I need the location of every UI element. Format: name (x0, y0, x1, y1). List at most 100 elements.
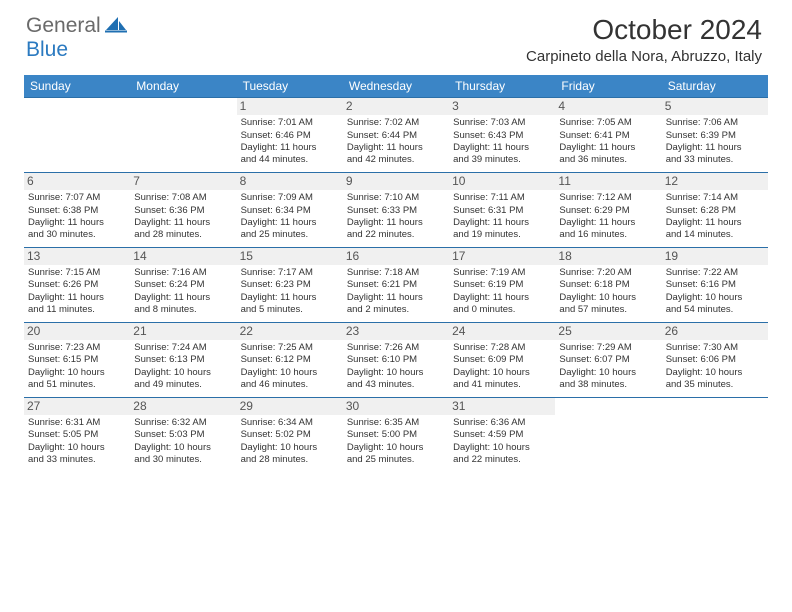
day-sunrise: Sunrise: 7:26 AM (347, 342, 445, 354)
day-number: 10 (449, 173, 555, 190)
day-sunrise: Sunrise: 7:01 AM (241, 117, 339, 129)
day-cell-empty: . (662, 398, 768, 472)
day-cell: 1Sunrise: 7:01 AMSunset: 6:46 PMDaylight… (237, 98, 343, 172)
day-cell-empty: . (130, 98, 236, 172)
day-daylight1: Daylight: 10 hours (666, 292, 764, 304)
week-row: 6Sunrise: 7:07 AMSunset: 6:38 PMDaylight… (24, 172, 768, 247)
day-daylight2: and 33 minutes. (28, 454, 126, 466)
day-cell: 17Sunrise: 7:19 AMSunset: 6:19 PMDayligh… (449, 248, 555, 322)
day-daylight2: and 19 minutes. (453, 229, 551, 241)
day-daylight2: and 42 minutes. (347, 154, 445, 166)
day-daylight1: Daylight: 11 hours (347, 142, 445, 154)
day-daylight2: and 54 minutes. (666, 304, 764, 316)
day-number: 8 (237, 173, 343, 190)
day-number: 9 (343, 173, 449, 190)
day-number: 13 (24, 248, 130, 265)
day-daylight1: Daylight: 10 hours (559, 292, 657, 304)
day-cell: 21 Sunrise: 7:24 AMSunset: 6:13 PMDayligh… (130, 323, 236, 397)
weekday-wednesday: Wednesday (343, 75, 449, 97)
logo-text-gray: General (26, 14, 101, 38)
day-cell-empty: . (555, 398, 661, 472)
day-daylight2: and 2 minutes. (347, 304, 445, 316)
day-number: 16 (343, 248, 449, 265)
day-cell: 3Sunrise: 7:03 AMSunset: 6:43 PMDaylight… (449, 98, 555, 172)
day-sunset: Sunset: 6:19 PM (453, 279, 551, 291)
day-sunrise: Sunrise: 7:30 AM (666, 342, 764, 354)
day-sunrise: Sunrise: 6:35 AM (347, 417, 445, 429)
day-sunrise: Sunrise: 7:24 AM (134, 342, 232, 354)
day-sunrise: Sunrise: 7:02 AM (347, 117, 445, 129)
day-daylight1: Daylight: 10 hours (241, 442, 339, 454)
day-cell: 8Sunrise: 7:09 AMSunset: 6:34 PMDaylight… (237, 173, 343, 247)
day-daylight2: and 35 minutes. (666, 379, 764, 391)
day-sunrise: Sunrise: 7:19 AM (453, 267, 551, 279)
day-daylight2: and 30 minutes. (28, 229, 126, 241)
day-sunrise: Sunrise: 7:08 AM (134, 192, 232, 204)
day-cell: 5Sunrise: 7:06 AMSunset: 6:39 PMDaylight… (662, 98, 768, 172)
day-sunrise: Sunrise: 7:17 AM (241, 267, 339, 279)
day-cell: 23Sunrise: 7:26 AMSunset: 6:10 PMDayligh… (343, 323, 449, 397)
day-daylight2: and 0 minutes. (453, 304, 551, 316)
location: Carpineto della Nora, Abruzzo, Italy (526, 48, 762, 65)
day-daylight1: Daylight: 10 hours (28, 442, 126, 454)
weekday-monday: Monday (130, 75, 236, 97)
day-daylight1: Daylight: 11 hours (559, 142, 657, 154)
day-sunset: Sunset: 6:46 PM (241, 130, 339, 142)
day-sunrise: Sunrise: 7:29 AM (559, 342, 657, 354)
day-sunset: Sunset: 6:34 PM (241, 205, 339, 217)
day-daylight1: Daylight: 10 hours (134, 367, 232, 379)
day-cell-empty: . (24, 98, 130, 172)
day-cell: 22Sunrise: 7:25 AMSunset: 6:12 PMDayligh… (237, 323, 343, 397)
day-sunset: Sunset: 6:31 PM (453, 205, 551, 217)
day-daylight1: Daylight: 10 hours (559, 367, 657, 379)
day-sunset: Sunset: 6:23 PM (241, 279, 339, 291)
day-cell: 31Sunrise: 6:36 AMSunset: 4:59 PMDayligh… (449, 398, 555, 472)
day-number: 26 (662, 323, 768, 340)
day-sunset: Sunset: 6:16 PM (666, 279, 764, 291)
week-row: ..1Sunrise: 7:01 AMSunset: 6:46 PMDaylig… (24, 97, 768, 172)
logo-text-blue: Blue (26, 38, 68, 62)
day-cell: 13Sunrise: 7:15 AMSunset: 6:26 PMDayligh… (24, 248, 130, 322)
day-number: 19 (662, 248, 768, 265)
day-sunrise: Sunrise: 7:11 AM (453, 192, 551, 204)
day-number: 12 (662, 173, 768, 190)
day-daylight2: and 25 minutes. (347, 454, 445, 466)
day-cell: 16Sunrise: 7:18 AMSunset: 6:21 PMDayligh… (343, 248, 449, 322)
day-number: 7 (130, 173, 236, 190)
day-daylight1: Daylight: 11 hours (28, 217, 126, 229)
day-number: 21 (130, 323, 236, 340)
day-daylight1: Daylight: 11 hours (134, 217, 232, 229)
day-number: 2 (343, 98, 449, 115)
day-sunrise: Sunrise: 7:22 AM (666, 267, 764, 279)
day-daylight2: and 44 minutes. (241, 154, 339, 166)
day-sunrise: Sunrise: 7:16 AM (134, 267, 232, 279)
day-sunset: Sunset: 6:09 PM (453, 354, 551, 366)
day-cell: 9Sunrise: 7:10 AMSunset: 6:33 PMDaylight… (343, 173, 449, 247)
title-block: October 2024 Carpineto della Nora, Abruz… (526, 14, 762, 65)
calendar: SundayMondayTuesdayWednesdayThursdayFrid… (24, 75, 768, 472)
day-sunset: Sunset: 6:13 PM (134, 354, 232, 366)
day-daylight1: Daylight: 11 hours (241, 292, 339, 304)
day-cell: 15Sunrise: 7:17 AMSunset: 6:23 PMDayligh… (237, 248, 343, 322)
day-sunset: Sunset: 6:26 PM (28, 279, 126, 291)
day-daylight1: Daylight: 11 hours (347, 217, 445, 229)
day-number: 5 (662, 98, 768, 115)
day-daylight2: and 25 minutes. (241, 229, 339, 241)
day-cell: 26Sunrise: 7:30 AMSunset: 6:06 PMDayligh… (662, 323, 768, 397)
day-daylight2: and 39 minutes. (453, 154, 551, 166)
day-cell: 2 Sunrise: 7:02 AMSunset: 6:44 PMDaylight… (343, 98, 449, 172)
day-daylight1: Daylight: 11 hours (134, 292, 232, 304)
day-number: 20 (24, 323, 130, 340)
day-daylight1: Daylight: 11 hours (241, 142, 339, 154)
day-number: 17 (449, 248, 555, 265)
day-sunset: Sunset: 6:44 PM (347, 130, 445, 142)
day-sunset: Sunset: 6:15 PM (28, 354, 126, 366)
week-row: 13Sunrise: 7:15 AMSunset: 6:26 PMDayligh… (24, 247, 768, 322)
day-daylight1: Daylight: 10 hours (241, 367, 339, 379)
day-sunrise: Sunrise: 6:36 AM (453, 417, 551, 429)
day-daylight2: and 22 minutes. (453, 454, 551, 466)
day-sunrise: Sunrise: 7:06 AM (666, 117, 764, 129)
day-number: 11 (555, 173, 661, 190)
day-cell: 28Sunrise: 6:32 AMSunset: 5:03 PMDayligh… (130, 398, 236, 472)
week-row: 27Sunrise: 6:31 AMSunset: 5:05 PMDayligh… (24, 397, 768, 472)
